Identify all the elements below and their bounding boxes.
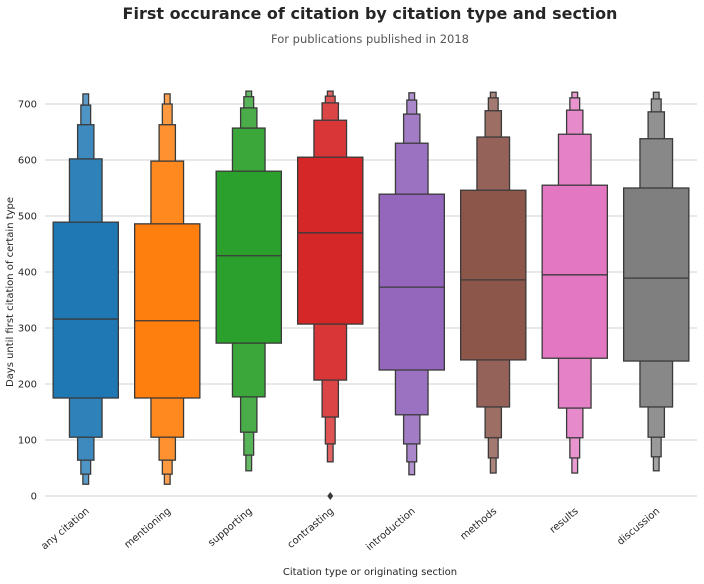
x-tick-label: introduction [364,506,417,553]
y-tick-label: 200 [18,380,37,391]
x-tick-label: contrasting [286,506,337,551]
letter-value-box [215,170,282,344]
y-axis-label: Days until first citation of certain typ… [5,197,16,387]
outlier [327,492,334,500]
y-tick-label: 0 [31,492,37,503]
letter-value-box [378,193,445,371]
letter-value-box [133,223,201,399]
letter-value-box [296,156,364,325]
y-tick-label: 700 [18,100,37,111]
letter-value-box [52,221,119,399]
x-tick-label: results [548,506,581,536]
x-axis-label: Citation type or originating section [283,567,457,578]
y-tick-label: 300 [18,324,37,335]
y-tick-label: 600 [18,156,37,167]
y-tick-label: 100 [18,436,37,447]
x-tick-label: supporting [206,506,254,549]
letter-value-box [459,189,527,361]
x-tick-label: mentioning [123,506,174,551]
x-tick-label: any citation [39,506,91,552]
x-tick-label: discussion [615,506,662,548]
letter-value-box [541,184,609,359]
y-tick-label: 400 [18,268,37,279]
chart-subtitle: For publications published in 2018 [271,32,469,46]
x-tick-label: methods [459,506,500,543]
y-tick-label: 500 [18,212,37,223]
chart-title: First occurance of citation by citation … [123,4,618,23]
letter-value-box [623,187,690,362]
